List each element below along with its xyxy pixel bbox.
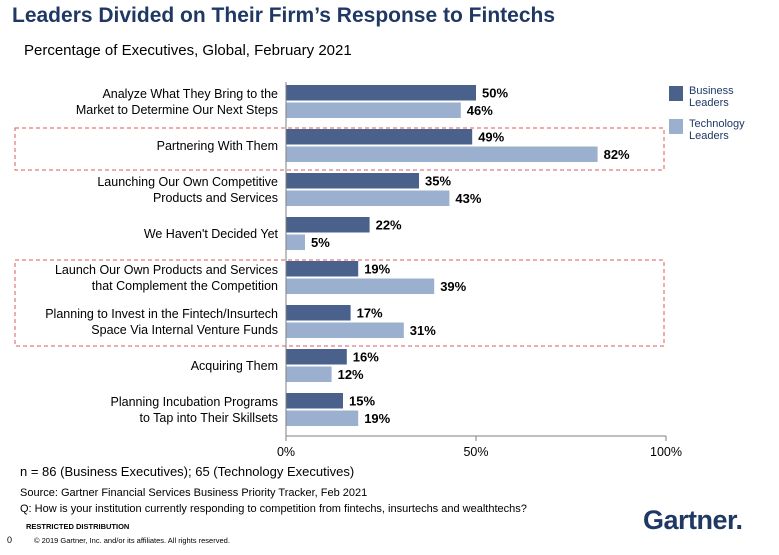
legend-label-technology-line-1: Technology	[689, 118, 745, 130]
bar-business-7	[286, 349, 347, 365]
source-note: Source: Gartner Financial Services Busin…	[20, 487, 368, 499]
value-label-business-1: 50%	[482, 86, 508, 101]
bar-business-2	[286, 129, 473, 145]
bar-chart: 50% 46% Analyze What They Bring to the Mark…	[14, 82, 745, 459]
category-label-7-line-1: Acquiring Them	[191, 359, 278, 373]
legend-label-business-line-1: Business	[689, 85, 734, 97]
bar-business-3	[286, 173, 419, 189]
value-label-technology-7: 12%	[338, 367, 364, 382]
value-label-business-8: 15%	[349, 394, 375, 409]
bar-technology-1	[286, 102, 461, 118]
question-note: Q: How is your institution currently res…	[20, 503, 527, 515]
x-tick-label-50: 50%	[463, 445, 488, 459]
value-label-technology-3: 43%	[455, 191, 481, 206]
bar-technology-8	[286, 410, 359, 426]
value-label-business-3: 35%	[425, 174, 451, 189]
category-label-6-line-1: Planning to Invest in the Fintech/Insurt…	[45, 307, 278, 321]
legend-label-technology-line-2: Leaders	[689, 130, 729, 142]
copyright-notice: © 2019 Gartner, Inc. and/or its affiliat…	[34, 536, 230, 545]
bar-business-5	[286, 261, 359, 277]
highlight-box-1	[14, 127, 665, 171]
value-label-business-5: 19%	[364, 262, 390, 277]
x-tick-label-0: 0%	[277, 445, 295, 459]
category-label-8-line-2: to Tap into Their Skillsets	[140, 411, 279, 425]
value-label-business-7: 16%	[353, 350, 379, 365]
value-label-business-6: 17%	[357, 306, 383, 321]
legend-swatch-business	[669, 86, 683, 101]
legend-label-business-line-2: Leaders	[689, 97, 729, 109]
category-label-6-line-2: Space Via Internal Venture Funds	[91, 323, 278, 337]
value-label-technology-2: 82%	[604, 147, 630, 162]
category-label-3-line-1: Launching Our Own Competitive	[97, 175, 278, 189]
value-label-business-4: 22%	[376, 218, 402, 233]
chart-subtitle: Percentage of Executives, Global, Februa…	[24, 42, 352, 59]
category-label-5-line-1: Launch Our Own Products and Services	[55, 263, 278, 277]
highlight-box-2	[14, 259, 665, 347]
page-number: 0	[7, 535, 13, 545]
value-label-technology-4: 5%	[311, 235, 330, 250]
category-label-3-line-2: Products and Services	[153, 191, 278, 205]
value-label-technology-8: 19%	[364, 411, 390, 426]
sample-size-note: n = 86 (Business Executives); 65 (Techno…	[20, 464, 355, 479]
x-tick-label-100: 100%	[650, 445, 682, 459]
bar-business-6	[286, 305, 351, 321]
bar-business-8	[286, 393, 343, 409]
gartner-logo: Gartner.	[643, 505, 743, 535]
value-label-technology-5: 39%	[440, 279, 466, 294]
bar-business-1	[286, 85, 476, 101]
bar-technology-2	[286, 146, 598, 162]
value-label-business-2: 49%	[478, 130, 504, 145]
legend-swatch-technology	[669, 119, 683, 134]
bar-technology-6	[286, 322, 404, 338]
category-label-8-line-1: Planning Incubation Programs	[111, 395, 278, 409]
bar-business-4	[286, 217, 370, 233]
chart-title: Leaders Divided on Their Firm’s Response…	[12, 4, 556, 27]
value-label-technology-1: 46%	[467, 103, 493, 118]
category-label-4-line-1: We Haven't Decided Yet	[144, 227, 279, 241]
restricted-distribution: RESTRICTED DISTRIBUTION	[26, 522, 130, 531]
category-label-2-line-1: Partnering With Them	[157, 139, 278, 153]
category-label-1-line-1: Analyze What They Bring to the	[102, 87, 278, 101]
bar-technology-5	[286, 278, 435, 294]
value-label-technology-6: 31%	[410, 323, 436, 338]
category-label-5-line-2: that Complement the Competition	[92, 279, 278, 293]
bar-technology-4	[286, 234, 305, 250]
bar-technology-7	[286, 366, 332, 382]
bar-technology-3	[286, 190, 450, 206]
category-label-1-line-2: Market to Determine Our Next Steps	[76, 103, 278, 117]
